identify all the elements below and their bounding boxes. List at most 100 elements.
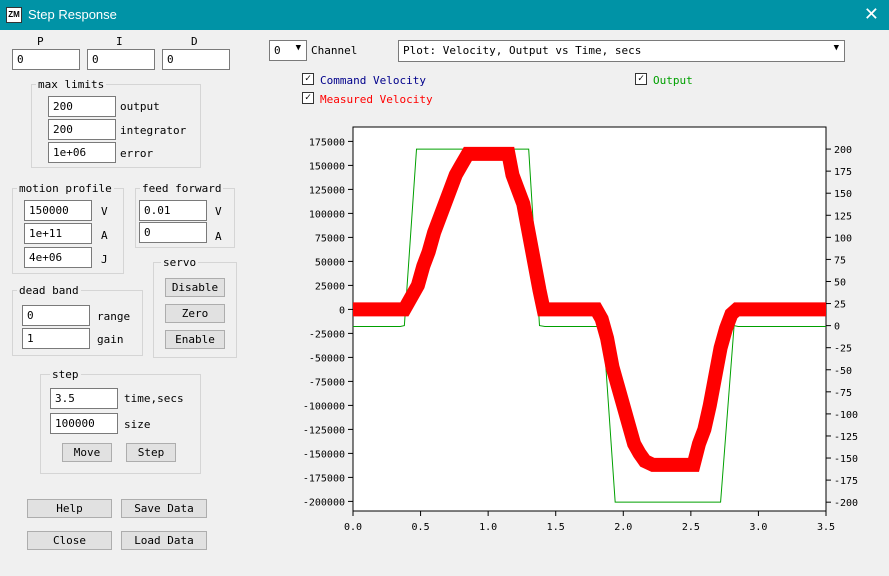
y-right-tick-label: -175 [834, 476, 858, 487]
channel-select[interactable]: 0 ▼ [269, 40, 307, 61]
y-left-tick-label: -50000 [309, 353, 345, 364]
i-label: I [116, 35, 123, 48]
step-group [40, 374, 201, 474]
i-field[interactable]: 0 [87, 49, 155, 70]
y-left-tick-label: -200000 [303, 497, 345, 508]
ff-v-label: V [215, 205, 222, 218]
help-button[interactable]: Help [27, 499, 112, 518]
close-icon[interactable]: ✕ [863, 4, 879, 24]
error-limit-field[interactable]: 1e+06 [48, 142, 116, 163]
p-label: P [37, 35, 44, 48]
dead-band-title: dead band [17, 284, 81, 297]
profile-v-field[interactable]: 150000 [24, 200, 92, 221]
profile-j-field[interactable]: 4e+06 [24, 247, 92, 268]
d-label: D [191, 35, 198, 48]
y-left-tick-label: -75000 [309, 377, 345, 388]
y-left-tick-label: -125000 [303, 425, 345, 436]
measured-velocity-checkbox[interactable]: ✓ [302, 92, 314, 104]
integrator-limit-label: integrator [120, 124, 187, 137]
x-tick-label: 0.0 [344, 522, 362, 533]
y-right-tick-label: 50 [834, 277, 846, 288]
y-right-tick-label: 150 [834, 189, 852, 200]
chevron-down-icon: ▼ [833, 43, 839, 53]
chevron-down-icon: ▼ [295, 43, 301, 53]
y-left-tick-label: 125000 [309, 185, 345, 196]
dead-band-range-field[interactable]: 0 [22, 305, 90, 326]
x-tick-label: 1.5 [547, 522, 565, 533]
y-right-tick-label: -25 [834, 344, 852, 355]
feed-forward-title: feed forward [140, 182, 224, 195]
y-right-tick-label: 25 [834, 300, 846, 311]
step-title: step [50, 368, 81, 381]
dead-band-gain-label: gain [97, 333, 124, 346]
step-response-plot: 0.0 0.5 1.0 1.5 2.0 2.5 3.0 3.5 175000 150000 1250… [270, 120, 889, 540]
y-right-tick-label: 100 [834, 233, 852, 244]
y-right-tick-label: 0 [834, 322, 840, 333]
p-field[interactable]: 0 [12, 49, 80, 70]
command-velocity-checkbox[interactable]: ✓ [302, 73, 314, 85]
profile-a-label: A [101, 229, 108, 242]
step-time-label: time,secs [124, 392, 184, 405]
save-data-button[interactable]: Save Data [121, 499, 207, 518]
y-right-tick-label: -75 [834, 388, 852, 399]
plot-select[interactable]: Plot: Velocity, Output vs Time, secs ▼ [398, 40, 845, 62]
ff-a-label: A [215, 230, 222, 243]
close-button[interactable]: Close [27, 531, 112, 550]
title-bar: ZM Step Response ✕ [0, 0, 889, 30]
x-tick-label: 2.0 [614, 522, 632, 533]
ff-v-field[interactable]: 0.01 [139, 200, 207, 221]
x-tick-label: 1.0 [479, 522, 497, 533]
step-size-field[interactable]: 100000 [50, 413, 118, 434]
zero-button[interactable]: Zero [165, 304, 225, 323]
plot-select-value: Plot: Velocity, Output vs Time, secs [403, 44, 642, 57]
y-left-tick-label: 75000 [315, 233, 345, 244]
plot-area [352, 126, 827, 512]
servo-title: servo [161, 256, 199, 269]
channel-value: 0 [274, 44, 281, 57]
y-right-tick-label: -200 [834, 498, 858, 509]
load-data-button[interactable]: Load Data [121, 531, 207, 550]
y-right-tick-label: 75 [834, 255, 846, 266]
channel-label: Channel [311, 44, 358, 57]
profile-v-label: V [101, 205, 108, 218]
error-limit-label: error [120, 147, 154, 160]
y-left-tick-label: -175000 [303, 473, 345, 484]
y-left-tick-label: 100000 [309, 209, 345, 220]
step-button[interactable]: Step [126, 443, 176, 462]
output-label: Output [653, 74, 693, 87]
x-tick-label: 2.5 [682, 522, 700, 533]
plot-svg: 0.0 0.5 1.0 1.5 2.0 2.5 3.0 3.51750001500001250… [303, 126, 858, 533]
profile-a-field[interactable]: 1e+11 [24, 223, 92, 244]
y-left-tick-label: -25000 [309, 329, 345, 340]
dead-band-range-label: range [97, 310, 131, 323]
ff-a-field[interactable]: 0 [139, 222, 207, 243]
y-right-tick-label: -125 [834, 432, 858, 443]
y-right-tick-label: -50 [834, 366, 852, 377]
d-field[interactable]: 0 [162, 49, 230, 70]
profile-j-label: J [101, 253, 108, 266]
measured-velocity-line [353, 153, 826, 466]
y-right-tick-label: 125 [834, 211, 852, 222]
x-tick-label: 0.5 [412, 522, 430, 533]
y-right-tick-label: 200 [834, 145, 852, 156]
enable-button[interactable]: Enable [165, 330, 225, 349]
y-right-tick-label: -150 [834, 454, 858, 465]
disable-button[interactable]: Disable [165, 278, 225, 297]
move-button[interactable]: Move [62, 443, 112, 462]
dead-band-gain-field[interactable]: 1 [22, 328, 90, 349]
y-left-tick-label: 25000 [315, 281, 345, 292]
x-tick-label: 3.0 [749, 522, 767, 533]
output-checkbox[interactable]: ✓ [635, 73, 647, 85]
x-tick-label: 3.5 [817, 522, 835, 533]
window-title: Step Response [28, 7, 117, 22]
max-limits-title: max limits [36, 78, 107, 91]
output-limit-field[interactable]: 200 [48, 96, 116, 117]
y-right-tick-label: -100 [834, 410, 858, 421]
y-right-tick-label: 175 [834, 167, 852, 178]
step-time-field[interactable]: 3.5 [50, 388, 118, 409]
integrator-limit-field[interactable]: 200 [48, 119, 116, 140]
output-limit-label: output [120, 100, 160, 113]
y-left-tick-label: 50000 [315, 257, 345, 268]
motion-profile-title: motion profile [17, 182, 114, 195]
app-icon: ZM [6, 7, 22, 23]
